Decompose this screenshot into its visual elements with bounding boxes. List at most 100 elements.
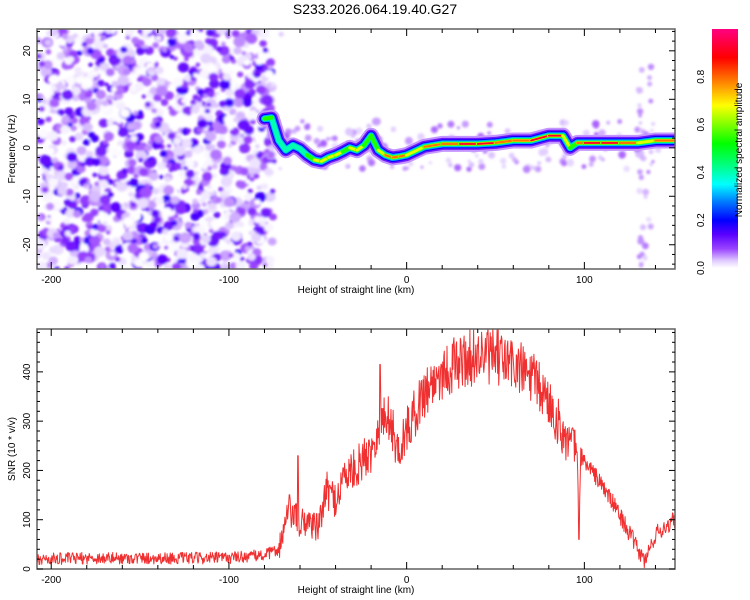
noise-blob [537,161,541,166]
noise-blob [648,98,654,104]
colorbar-tick-label: 0.0 [696,261,707,275]
noise-blob [83,183,88,188]
noise-blob [65,75,75,85]
noise-blob [264,139,271,146]
noise-blob [231,29,240,38]
noise-blob [134,259,143,268]
noise-blob [114,240,120,246]
x-tick-label: -100 [219,275,239,286]
spectrogram-ridge [256,109,675,170]
noise-blob [183,42,194,53]
noise-blob [120,46,128,53]
noise-blob [117,75,129,86]
noise-blob [57,186,68,196]
noise-blob [636,108,644,115]
noise-blob [220,176,233,187]
noise-blob [233,117,240,123]
noise-blob [131,73,137,79]
noise-blob [501,164,507,169]
noise-blob [73,236,81,243]
noise-blob [261,183,268,190]
noise-blob [265,58,275,67]
noise-blob [130,86,138,93]
noise-blob [101,202,113,213]
noise-blob [163,263,172,269]
noise-blob [207,38,218,48]
noise-blob [58,165,64,171]
x-tick-label: -100 [219,575,239,586]
noise-blob [169,108,178,116]
noise-blob [63,198,72,207]
noise-blob [253,71,261,79]
noise-blob [49,98,60,108]
noise-blob [64,172,74,181]
noise-blob [428,161,432,165]
y-tick-label: -10 [22,189,33,204]
noise-blob [217,140,226,149]
noise-blob [231,252,241,261]
snr-plot: -200 -100 0 100 0 100 200 300 400 Height of str… [7,328,676,596]
noise-blob [90,134,99,143]
noise-blob [193,73,199,78]
noise-blob [123,202,130,209]
noise-blob [265,255,275,264]
noise-blob [167,154,173,160]
noise-blob [646,216,652,223]
noise-blob [197,119,207,128]
noise-blob [207,91,215,98]
noise-blob [245,33,258,44]
noise-blob [104,82,109,87]
noise-blob [125,151,130,156]
noise-blob [168,168,174,173]
y-tick-label: 300 [22,412,33,429]
noise-blob [145,101,151,108]
noise-blob [642,242,649,250]
noise-blob [130,135,138,142]
noise-blob [57,109,65,116]
noise-blob [143,47,150,53]
noise-blob [99,102,111,113]
noise-blob [87,224,93,230]
noise-blob [114,181,120,186]
noise-blob [93,246,106,257]
x-tick-label: -200 [41,275,61,286]
noise-blob [213,211,221,219]
noise-blob [215,196,223,204]
noise-blob [189,231,195,237]
noise-blob [163,185,175,196]
noise-blob [112,114,121,122]
noise-blob [44,172,49,177]
noise-blob [216,94,223,100]
noise-blob [77,154,87,162]
noise-blob [91,224,100,231]
noise-blob [131,238,138,244]
noise-blob [103,44,108,49]
y-tick-label: 0 [22,566,33,572]
noise-blob [258,151,264,157]
noise-blob [47,130,59,142]
noise-blob [125,49,136,58]
noise-blob [150,58,156,64]
noise-blob [176,29,188,35]
noise-blob [646,170,651,174]
noise-blob [647,223,654,230]
noise-blob [124,136,131,142]
noise-blob [211,163,218,170]
noise-blob [235,261,246,269]
noise-blob [500,157,507,165]
noise-blob [194,263,205,269]
noise-blob [128,159,137,167]
noise-blob [638,121,643,125]
noise-blob [156,85,168,97]
noise-blob [224,98,235,108]
colorbar-gradient [712,29,738,268]
noise-blob [62,47,68,52]
noise-blob [634,126,641,133]
noise-blob [75,36,83,43]
noise-blob [598,155,603,160]
noise-blob [194,171,199,176]
noise-blob [162,228,169,235]
noise-blob [37,261,48,269]
noise-blob [417,133,425,141]
noise-blob [201,202,207,207]
